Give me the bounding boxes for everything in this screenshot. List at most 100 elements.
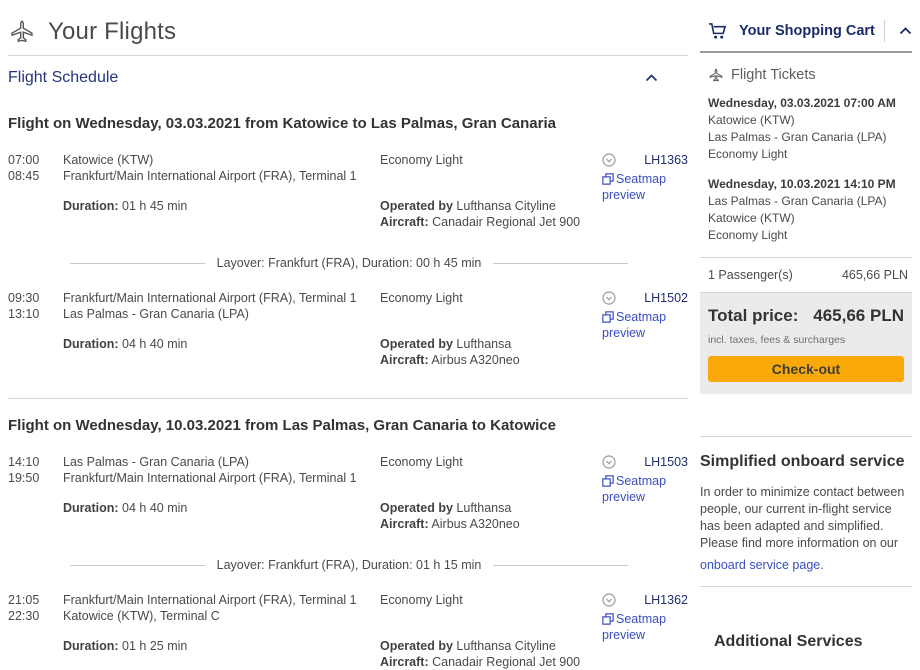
flight-tickets-heading: Flight Tickets — [708, 67, 912, 83]
collapse-cart-button[interactable] — [899, 27, 912, 35]
passenger-count: 1 Passenger(s) — [708, 268, 793, 282]
onboard-service-heading: Simplified onboard service — [700, 453, 905, 470]
collapse-section-button[interactable] — [645, 74, 658, 82]
departure-time: 14:10 — [8, 455, 40, 469]
operated-by: Lufthansa — [456, 501, 512, 515]
segment-operation: Operated by Lufthansa Cityline Aircraft:… — [380, 199, 581, 229]
segment-duration: Duration: 04 h 40 min — [63, 337, 188, 351]
departure-time: 09:30 — [8, 291, 40, 305]
departure-airport: Frankfurt/Main International Airport (FR… — [63, 291, 357, 305]
segment-operation: Operated by Lufthansa Aircraft: Airbus A… — [380, 337, 520, 367]
seatmap-window-icon — [602, 613, 614, 625]
segment-operation: Operated by Lufthansa Aircraft: Airbus A… — [380, 501, 520, 531]
cart-divider — [700, 51, 912, 53]
taxes-note: incl. taxes, fees & surcharges — [708, 334, 846, 346]
flight-heading: Flight on Wednesday, 10.03.2021 from Las… — [8, 417, 556, 434]
cart-item-datetime: Wednesday, 03.03.2021 07:00 AM — [708, 96, 896, 110]
arrival-time: 08:45 — [8, 169, 40, 183]
segment-duration: Duration: 04 h 40 min — [63, 501, 188, 515]
flight-segment: 09:30 13:10 Frankfurt/Main International… — [8, 290, 690, 368]
chevron-up-icon — [899, 27, 912, 35]
shopping-cart-panel: Your Shopping Cart Flight Tickets Wednes… — [700, 0, 912, 650]
departure-time: 21:05 — [8, 593, 40, 607]
cart-title: Your Shopping Cart — [739, 23, 875, 39]
operated-by: Lufthansa — [456, 337, 512, 351]
segment-times: 14:10 19:50 — [8, 454, 63, 486]
passenger-price-row: 1 Passenger(s) 465,66 PLN — [700, 258, 912, 292]
segment-duration: Duration: 01 h 45 min — [63, 199, 188, 213]
flight-heading: Flight on Wednesday, 03.03.2021 from Kat… — [8, 115, 556, 132]
flight-block-outbound: Flight on Wednesday, 03.03.2021 from Kat… — [8, 115, 690, 368]
arrival-airport: Frankfurt/Main International Airport (FR… — [63, 471, 357, 485]
section-title: Flight Schedule — [8, 69, 119, 86]
segment-duration: Duration: 01 h 25 min — [63, 639, 188, 653]
cart-item: Wednesday, 10.03.2021 14:10 PM Las Palma… — [708, 176, 912, 244]
cart-item-from: Las Palmas - Gran Canaria (LPA) — [708, 194, 887, 208]
departure-airport: Frankfurt/Main International Airport (FR… — [63, 593, 357, 607]
flight-block-return: Flight on Wednesday, 10.03.2021 from Las… — [8, 417, 690, 670]
divider — [700, 436, 912, 437]
operated-by: Lufthansa Cityline — [456, 199, 556, 213]
flight-schedule-section-header[interactable]: Flight Schedule — [8, 56, 690, 97]
cabin-class: Economy Light — [380, 153, 463, 167]
seatmap-preview-link[interactable]: Seatmap preview — [602, 612, 667, 642]
flight-schedule-panel: Your Flights Flight Schedule Flight on W… — [0, 0, 690, 626]
airplane-icon — [11, 20, 33, 43]
flight-number: LH1362 — [644, 593, 688, 607]
aircraft-type: Airbus A320neo — [431, 353, 520, 367]
segment-times: 07:00 08:45 — [8, 152, 63, 184]
seatmap-preview-link[interactable]: Seatmap preview — [602, 172, 667, 202]
arrival-time: 22:30 — [8, 609, 40, 623]
arrival-airport: Las Palmas - Gran Canaria (LPA) — [63, 307, 249, 321]
aircraft-type: Airbus A320neo — [431, 517, 520, 531]
departure-airport: Katowice (KTW) — [63, 153, 154, 167]
onboard-service-page-link[interactable]: onboard service page — [700, 558, 821, 572]
chevron-up-icon — [645, 74, 658, 82]
segment-times: 21:05 22:30 — [8, 592, 63, 624]
checkout-button[interactable]: Check-out — [708, 356, 904, 382]
additional-services-heading: Additional Services — [714, 633, 863, 650]
arrival-airport: Katowice (KTW), Terminal C — [63, 609, 220, 623]
aircraft-type: Canadair Regional Jet 900 — [432, 655, 581, 669]
page-header: Your Flights — [8, 18, 690, 55]
divider — [700, 257, 912, 258]
flight-number: LH1503 — [644, 455, 688, 469]
seatmap-preview-link[interactable]: Seatmap preview — [602, 310, 667, 340]
expand-details-icon[interactable] — [602, 153, 616, 167]
expand-details-icon[interactable] — [602, 593, 616, 607]
seatmap-window-icon — [602, 173, 614, 185]
arrival-time: 13:10 — [8, 307, 40, 321]
segment-airports: Frankfurt/Main International Airport (FR… — [63, 592, 380, 624]
airplane-icon — [709, 68, 723, 81]
departure-airport: Las Palmas - Gran Canaria (LPA) — [63, 455, 249, 469]
segment-meta: LH1502 Seatmap preview — [602, 290, 690, 368]
cart-item-cabin: Economy Light — [708, 228, 788, 242]
seatmap-preview-link[interactable]: Seatmap preview — [602, 474, 667, 504]
onboard-service-text: In order to minimize contact between peo… — [700, 485, 905, 572]
cart-header-divider — [884, 20, 885, 42]
flight-number: LH1502 — [644, 291, 688, 305]
seatmap-window-icon — [602, 311, 614, 323]
arrival-time: 19:50 — [8, 471, 40, 485]
segment-meta: LH1503 Seatmap preview — [602, 454, 690, 532]
cart-item-to: Katowice (KTW) — [708, 211, 795, 225]
total-price-label: Total price: — [708, 306, 799, 325]
departure-time: 07:00 — [8, 153, 40, 167]
segment-meta: LH1363 Seatmap preview — [602, 152, 690, 230]
shopping-cart-icon — [708, 23, 727, 39]
expand-details-icon[interactable] — [602, 291, 616, 305]
page: Your Flights Flight Schedule Flight on W… — [0, 0, 920, 626]
flight-segment: 21:05 22:30 Frankfurt/Main International… — [8, 592, 690, 670]
cart-item-datetime: Wednesday, 10.03.2021 14:10 PM — [708, 177, 896, 191]
page-title: Your Flights — [48, 18, 177, 45]
expand-details-icon[interactable] — [602, 455, 616, 469]
flight-number: LH1363 — [644, 153, 688, 167]
cart-item-from: Katowice (KTW) — [708, 113, 795, 127]
divider — [700, 292, 912, 293]
header-divider — [8, 55, 688, 56]
cart-header: Your Shopping Cart — [700, 20, 912, 51]
segment-meta: LH1362 Seatmap preview — [602, 592, 690, 670]
segment-airports: Las Palmas - Gran Canaria (LPA) Frankfur… — [63, 454, 380, 486]
layover-info: Layover: Frankfurt (FRA), Duration: 00 h… — [70, 256, 628, 270]
cabin-class: Economy Light — [380, 455, 463, 469]
